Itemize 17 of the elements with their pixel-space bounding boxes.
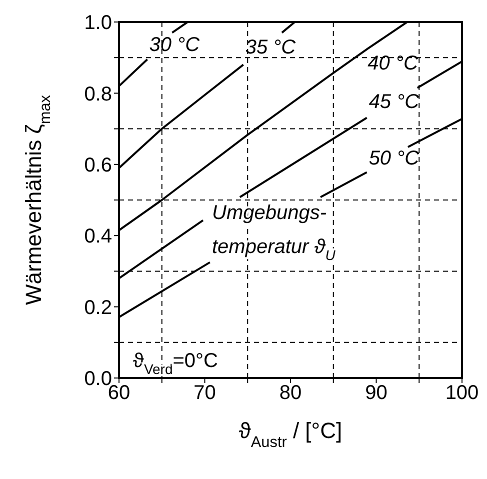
- y-tick-label: 1.0: [84, 12, 112, 34]
- series-label: 35 °C: [245, 36, 296, 59]
- y-tick-label: 0.6: [84, 154, 112, 176]
- annotation: Umgebungs- temperatur ϑ$_{U}$: [212, 202, 336, 263]
- y-tick-label: 0.2: [84, 296, 112, 319]
- x-tick-label: 80: [279, 382, 302, 404]
- y-tick-label: 0.8: [84, 83, 112, 106]
- x-tick-label: 70: [194, 382, 216, 404]
- series-label: 50 °C: [368, 148, 420, 170]
- y-tick-label: 0.4: [84, 226, 112, 248]
- series-label: 40 °C: [368, 52, 418, 75]
- series-label: 30 °C: [149, 34, 200, 56]
- x-tick-label: 100: [445, 382, 479, 404]
- series-label: 45 °C: [368, 91, 420, 114]
- x-tick-label: 90: [365, 382, 388, 404]
- annotation: ϑ$_{Verd}$=0°C: [133, 350, 218, 377]
- x-axis-title: ϑ$_{Austr}$ / [°C]: [238, 418, 342, 450]
